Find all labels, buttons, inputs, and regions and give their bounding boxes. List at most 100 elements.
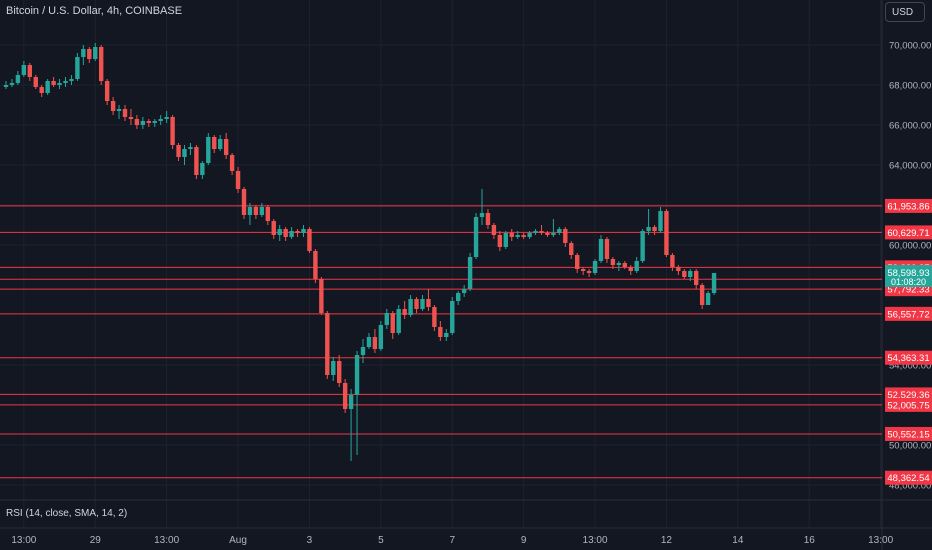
candle-body [628, 267, 633, 271]
bar-countdown: 01:08:20 [891, 277, 926, 287]
candle-body [3, 85, 9, 87]
level-label: 60,629.71 [887, 228, 929, 239]
candle-body [152, 121, 157, 123]
level-label-bg [885, 225, 932, 240]
candle-body [319, 279, 324, 313]
candle-body [331, 361, 336, 375]
candle-body [539, 231, 544, 233]
y-tick-label: 66,000.00 [889, 121, 931, 132]
level-label-bg [885, 306, 932, 321]
candle-body [646, 227, 651, 231]
candle-body [688, 271, 693, 277]
candle-body [467, 257, 473, 289]
candle-body [289, 231, 294, 237]
current-price-badge [885, 265, 932, 288]
candle-body [39, 87, 44, 93]
candle-body [265, 207, 270, 221]
candle-body [527, 233, 532, 237]
symbol-title: Bitcoin / U.S. Dollar, 4h, COINBASE [6, 5, 183, 17]
candle-body [396, 309, 401, 333]
candle-body [372, 337, 378, 349]
candle-body [128, 117, 134, 119]
x-tick-label: 9 [521, 535, 527, 546]
level-label-bg [885, 426, 932, 441]
candle-body [283, 229, 288, 237]
candle-body [503, 233, 508, 247]
candle-body [33, 77, 38, 87]
candle-body [592, 261, 598, 273]
x-tick-label: Aug [229, 535, 247, 546]
candle-body [182, 149, 187, 157]
candle-body [87, 49, 92, 59]
candle-body [694, 271, 699, 285]
candle-body [277, 229, 282, 235]
candle-body [586, 271, 592, 273]
level-label-bg [885, 470, 932, 485]
candle-body [580, 269, 586, 271]
currency-button[interactable]: USD [885, 2, 925, 22]
candle-body [104, 81, 110, 101]
candle-body [295, 231, 300, 233]
candle-body [342, 383, 348, 409]
candle-body [229, 155, 235, 171]
candle-body [21, 65, 27, 75]
candle-body [57, 83, 62, 85]
x-tick-label: 5 [378, 535, 384, 546]
x-tick-label: 14 [732, 535, 744, 546]
level-label-bg [885, 397, 932, 412]
candle-body [426, 299, 431, 307]
candle-body [188, 147, 193, 149]
level-label-bg [885, 198, 932, 213]
candle-body [575, 255, 580, 269]
candle-body [337, 361, 342, 383]
candle-body [390, 313, 395, 333]
x-tick-label: 13:00 [11, 535, 36, 546]
candle-body [414, 299, 419, 309]
candle-body [569, 243, 574, 255]
candle-body [622, 263, 627, 267]
candle-body [682, 271, 687, 277]
level-label: 61,953.86 [887, 201, 929, 212]
candle-body [170, 117, 175, 145]
level-label-bg [885, 350, 932, 365]
candle-body [450, 301, 455, 333]
current-price-label: 58,598.93 [887, 268, 929, 279]
candle-body [81, 49, 86, 57]
candle-body [551, 233, 556, 235]
candle-body [45, 81, 50, 93]
candle-body [670, 255, 675, 267]
candle-body [158, 119, 163, 121]
level-label: 56,557.72 [887, 309, 929, 320]
candle-body [75, 57, 80, 79]
rsi-indicator-label[interactable]: RSI (14, close, SMA, 14, 2) [6, 508, 128, 519]
candle-body [93, 47, 98, 59]
y-tick-label: 70,000.00 [889, 41, 931, 52]
candle-body [194, 147, 199, 175]
candle-body [378, 325, 384, 349]
candle-body [509, 233, 514, 237]
candle-body [479, 213, 485, 217]
candle-body [146, 121, 151, 123]
candle-body [9, 83, 15, 85]
x-tick-label: 13:00 [154, 535, 179, 546]
candle-body [140, 121, 146, 125]
candle-body [271, 221, 276, 235]
candle-body [110, 101, 116, 111]
candle-body [676, 267, 681, 271]
candle-body [15, 75, 21, 83]
level-label: 54,363.31 [887, 353, 929, 364]
candle-body [134, 119, 140, 125]
candle-body [402, 309, 407, 315]
candle-body [122, 109, 128, 117]
candle-body [461, 289, 467, 293]
candle-body [705, 293, 711, 305]
candle-body [206, 137, 211, 163]
level-label: 48,362.54 [887, 473, 929, 484]
y-tick-label: 54,000.00 [889, 361, 931, 372]
candle-body [497, 235, 503, 247]
candle-body [485, 213, 491, 225]
candle-body [491, 225, 497, 235]
candle-body [176, 145, 181, 157]
candle-body [634, 261, 639, 271]
